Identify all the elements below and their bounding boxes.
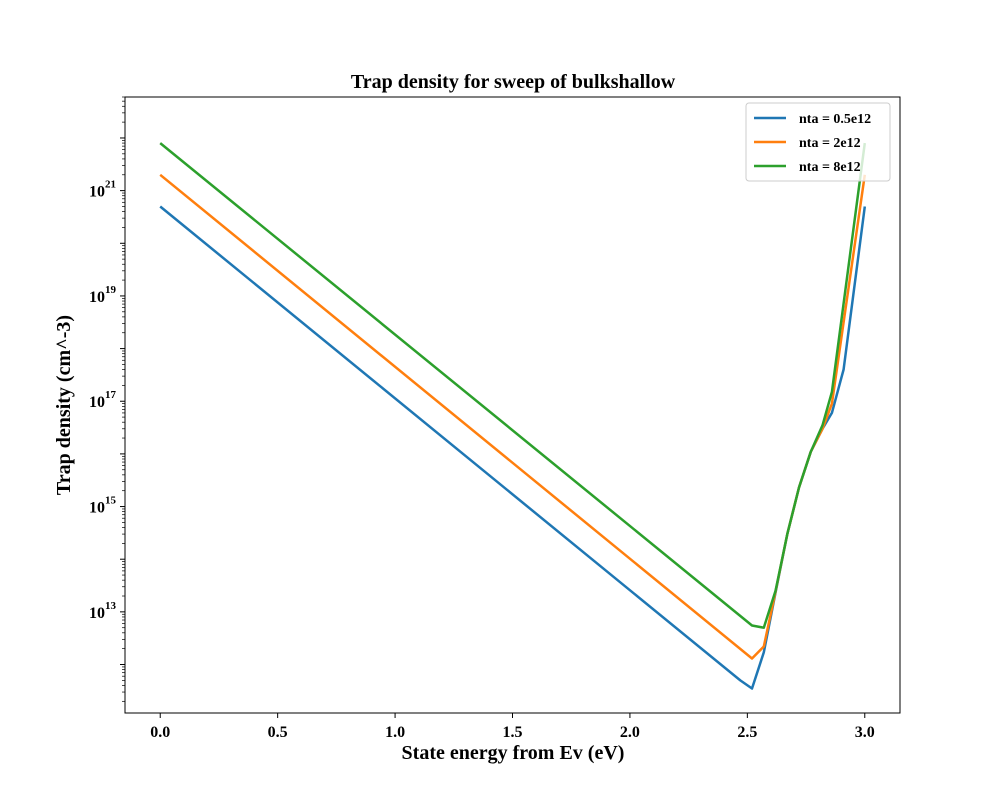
chart-title: Trap density for sweep of bulkshallow [351,71,676,93]
y-tick-exponent: 19 [105,284,117,296]
y-tick-base: 10 [89,500,105,517]
x-tick-label: 1.0 [385,724,405,741]
y-tick-label: 1017 [89,389,117,411]
x-tick-label: 1.5 [503,724,523,741]
legend-label: nta = 8e12 [799,160,861,175]
y-axis-label: Trap density (cm^-3) [53,315,75,495]
y-tick-exponent: 15 [105,495,117,507]
y-tick-label: 1015 [89,495,117,517]
y-tick-base: 10 [89,605,105,622]
y-tick-base: 10 [89,394,105,411]
y-tick-label: 1021 [89,179,116,201]
y-tick-label: 1013 [89,600,117,622]
plot-frame [124,96,901,714]
y-tick-base: 10 [89,289,105,306]
y-tick-label: 1019 [89,284,117,306]
legend: nta = 0.5e12 nta = 2e12 nta = 8e12 [745,102,891,182]
x-tick-label: 3.0 [855,724,875,741]
legend-box [745,102,891,182]
x-tick-label: 2.0 [620,724,640,741]
series-line-3 [159,142,867,629]
series-line-1 [159,205,867,690]
y-tick-exponent: 13 [105,600,117,612]
x-tick-label: 2.5 [737,724,757,741]
series-line-2 [159,173,867,660]
x-tick-label: 0.5 [268,724,288,741]
y-tick-base: 10 [89,184,105,201]
y-tick-exponent: 21 [105,179,116,191]
legend-label: nta = 2e12 [799,136,861,151]
x-tick-label: 0.0 [150,724,170,741]
y-tick-exponent: 17 [105,389,117,401]
x-axis-label: State energy from Ev (eV) [402,742,625,764]
x-axis: 0.0 0.5 1.0 1.5 2.0 2.5 3.0 [150,713,875,741]
legend-label: nta = 0.5e12 [799,112,871,127]
series-layer [159,142,867,690]
